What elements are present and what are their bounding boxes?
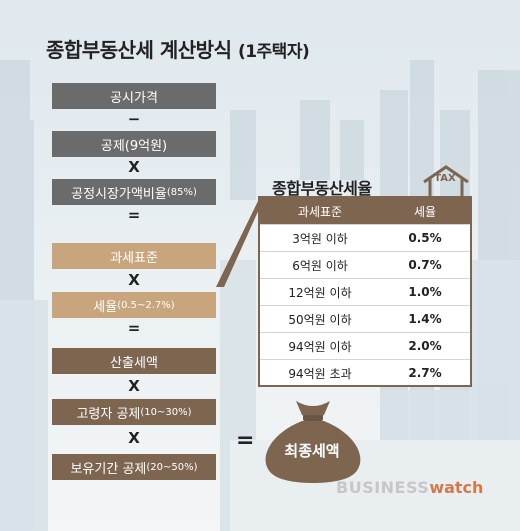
row-rate: 2.0% xyxy=(408,339,442,353)
table-row: 3억원 이하 0.5% xyxy=(260,224,470,251)
row-base: 94억원 이하 xyxy=(288,339,352,354)
row-rate: 0.5% xyxy=(408,231,442,245)
operator-equals: = xyxy=(127,319,141,337)
operator-multiply: X xyxy=(128,271,140,289)
operator-equals: = xyxy=(127,206,141,224)
rate-table-header: 과세표준 세율 xyxy=(260,198,470,224)
final-tax-label: 최종세액 xyxy=(284,442,340,460)
row-base: 6억원 이하 xyxy=(292,258,348,273)
formula-box-tax-base: 과세표준 xyxy=(52,243,216,269)
table-row: 94억원 이하 2.0% xyxy=(260,332,470,359)
formula-box-fair-market-ratio: 공정시장가액비율 (85%) xyxy=(52,179,216,205)
operator-multiply: X xyxy=(128,377,140,395)
row-rate: 1.0% xyxy=(408,285,442,299)
brand-logo: BUSINESSwatch xyxy=(336,478,483,497)
table-row: 50억원 이하 1.4% xyxy=(260,305,470,332)
brand-part2: watch xyxy=(429,478,484,497)
row-rate: 2.7% xyxy=(408,366,442,380)
formula-box-official-price: 공시가격 xyxy=(52,83,216,109)
formula-box-deduction: 공제(9억원) xyxy=(52,131,216,157)
title-main: 종합부동산세 계산방식 xyxy=(46,38,232,62)
operator-minus: − xyxy=(127,110,141,128)
formula-box-label: 과세표준 xyxy=(110,250,158,266)
formula-box-label: 공정시장가액비율 xyxy=(71,186,167,202)
row-base: 3억원 이하 xyxy=(292,231,348,246)
tax-house-label: TAX xyxy=(434,173,456,184)
row-base: 50억원 이하 xyxy=(288,312,352,327)
title-paren: (1주택자) xyxy=(237,42,310,62)
formula-box-sublabel: (20~50%) xyxy=(146,461,198,473)
rate-table: 과세표준 세율 3억원 이하 0.5% 6억원 이하 0.7% 12억원 이하 … xyxy=(258,196,472,387)
header-tax-rate: 세율 xyxy=(413,204,437,219)
formula-box-label: 보유기간 공제 xyxy=(70,461,147,477)
header-tax-base: 과세표준 xyxy=(297,204,343,219)
formula-box-sublabel: (85%) xyxy=(166,186,197,198)
page-title: 종합부동산세 계산방식 (1주택자) xyxy=(46,34,310,63)
rate-table-title: 종합부동산세율 xyxy=(272,179,372,198)
formula-box-label: 고령자 공제 xyxy=(76,406,141,422)
operator-multiply: X xyxy=(128,429,140,447)
operator-equals-final: = xyxy=(236,428,255,453)
table-row: 94억원 초과 2.7% xyxy=(260,359,470,386)
formula-box-tax-rate: 세율 (0.5~2.7%) xyxy=(52,292,216,318)
table-row: 12억원 이하 1.0% xyxy=(260,278,470,305)
row-rate: 1.4% xyxy=(408,312,442,326)
table-row: 6억원 이하 0.7% xyxy=(260,251,470,278)
formula-box-label: 공시가격 xyxy=(110,90,158,106)
row-rate: 0.7% xyxy=(408,258,442,272)
formula-box-label: 산출세액 xyxy=(110,355,158,371)
brand-part1: BUSINESS xyxy=(336,478,430,497)
money-bag-icon xyxy=(265,401,361,483)
formula-box-sublabel: (10~30%) xyxy=(140,406,192,418)
formula-box-senior-deduction: 고령자 공제 (10~30%) xyxy=(52,399,216,425)
row-base: 94억원 초과 xyxy=(288,366,352,381)
formula-box-sublabel: (0.5~2.7%) xyxy=(117,299,175,311)
formula-box-label: 세율 xyxy=(93,299,118,315)
formula-box-label: 공제(9억원) xyxy=(100,138,168,154)
row-base: 12억원 이하 xyxy=(288,285,352,300)
formula-box-holding-deduction: 보유기간 공제 (20~50%) xyxy=(52,454,216,480)
operator-multiply: X xyxy=(128,158,140,176)
callout-pointer xyxy=(216,197,260,287)
formula-box-computed-tax: 산출세액 xyxy=(52,348,216,374)
